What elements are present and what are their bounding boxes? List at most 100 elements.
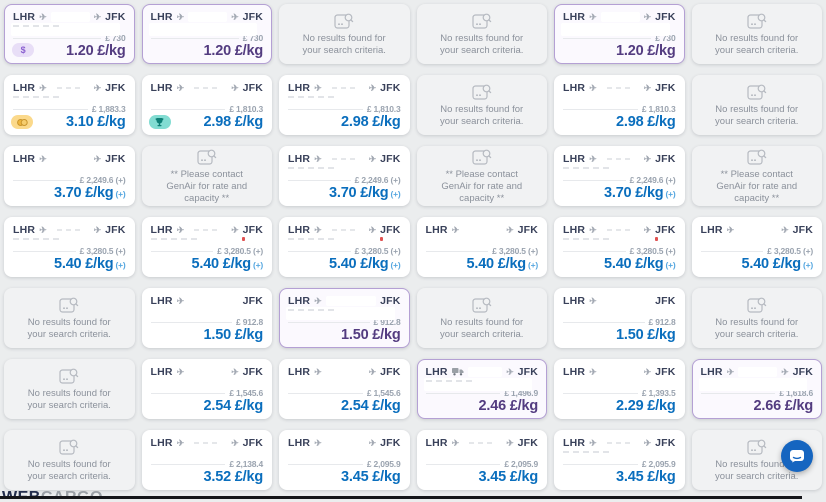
rate-card[interactable]: LHR ✈ ✈ JFK £ 3,280.5 (+) 5.40 £/kg (+) bbox=[554, 217, 685, 277]
total-row: £ 730 bbox=[150, 33, 263, 43]
rate-plus: (+) bbox=[665, 260, 676, 270]
total-row: £ 912.8 bbox=[288, 317, 401, 327]
rate-card[interactable]: LHR ✈ ✈ JFK £ 3,280.5 (+) 5.40 £/kg (+) bbox=[4, 217, 135, 277]
total-price: £ 2,138.4 bbox=[229, 459, 263, 469]
total-row: £ 1,393.5 bbox=[563, 388, 676, 398]
rate-per-kg: 3.45 £/kg bbox=[341, 469, 401, 485]
route: LHR ✈ ✈ JFK bbox=[151, 366, 264, 378]
total-price: £ 2,249.6 (+) bbox=[79, 175, 126, 185]
rate-card[interactable]: LHR ✈ ✈ JFK £ 3,280.5 (+) 5.40 £/kg (+) bbox=[279, 217, 410, 277]
no-results-icon bbox=[747, 439, 767, 456]
rate-plus: (+) bbox=[665, 189, 676, 199]
rate-card[interactable]: LHR ✈ ✈ JFK £ 1,883.3 3.10 £/kg bbox=[4, 75, 135, 135]
rate-card[interactable]: LHR ✈ ✈ JFK £ 2,095.9 3.45 £/kg bbox=[554, 430, 685, 490]
rate-card[interactable]: LHR ✈ JFK £ 912.8 1.50 £/kg bbox=[141, 288, 272, 348]
plane-icon: ✈ bbox=[231, 82, 239, 93]
route-destination: JFK bbox=[242, 82, 263, 94]
redacted-text bbox=[288, 238, 336, 240]
rate-card[interactable]: LHR ✈ ✈ JFK £ 1,810.3 2.98 £/kg bbox=[554, 75, 685, 135]
no-results-text: No results found for your search criteri… bbox=[440, 33, 524, 56]
rate-card[interactable]: LHR ✈ ✈ JFK £ 1,545.6 2.54 £/kg bbox=[279, 359, 410, 419]
route-origin: LHR bbox=[563, 295, 586, 307]
rate-card[interactable]: LHR ✈ ✈ JFK £ 730 1.20 £/kg bbox=[554, 4, 685, 64]
route-destination: JFK bbox=[242, 11, 263, 23]
rate-card[interactable]: LHR ✈ ✈ JFK £ 1,545.6 2.54 £/kg bbox=[141, 359, 272, 419]
route-origin: LHR bbox=[150, 295, 173, 307]
rate-card[interactable]: LHR ✈ ✈ JFK £ 2,249.6 (+) 3.70 £/kg (+) bbox=[279, 146, 410, 206]
rate-card[interactable]: LHR ✈ ✈ JFK £ 2,138.4 3.52 £/kg bbox=[141, 430, 272, 490]
no-results-icon bbox=[59, 297, 79, 314]
route-middle bbox=[188, 12, 228, 22]
total-price: £ 1,496.9 bbox=[504, 388, 538, 398]
route-destination: JFK bbox=[105, 82, 126, 94]
contact-card: ** Please contact GenAir for rate and ca… bbox=[141, 146, 272, 206]
alert-mark bbox=[242, 237, 245, 241]
rate-plus: (+) bbox=[252, 260, 263, 270]
card-body bbox=[151, 307, 264, 317]
no-results-text: No results found for your search criteri… bbox=[440, 104, 524, 127]
rate-card[interactable]: LHR ✈ ✈ JFK £ 1,810.3 2.98 £/kg bbox=[279, 75, 410, 135]
rate-card[interactable]: LHR ✈ ✈ JFK £ 2,095.9 3.45 £/kg bbox=[279, 430, 410, 490]
plane-icon: ✈ bbox=[368, 224, 377, 235]
route: LHR ✈ ✈ JFK bbox=[701, 366, 814, 378]
rate-card[interactable]: LHR ✈ JFK £ 1,496.9 2.46 £/kg bbox=[416, 359, 547, 419]
route-middle bbox=[188, 83, 227, 93]
route-origin: LHR bbox=[288, 153, 311, 165]
card-body bbox=[288, 449, 401, 459]
plane-icon: ✈ bbox=[176, 366, 185, 377]
route-origin: LHR bbox=[150, 366, 173, 378]
plane-icon: ✈ bbox=[781, 224, 789, 235]
rate-card[interactable]: LHR ✈ JFK £ 912.8 1.50 £/kg bbox=[279, 288, 410, 348]
card-body bbox=[288, 165, 401, 175]
rate-card[interactable]: LHR ✈ ✈ JFK £ 3,280.5 (+) 5.40 £/kg (+) bbox=[416, 217, 547, 277]
rate-plus: (+) bbox=[802, 260, 813, 270]
rate-card[interactable]: LHR ✈ ✈ JFK £ 1,810.3 2.98 £/kg bbox=[141, 75, 272, 135]
rate-per-kg: 2.54 £/kg bbox=[341, 398, 401, 414]
contact-card: ** Please contact GenAir for rate and ca… bbox=[416, 146, 547, 206]
redacted-text bbox=[288, 167, 336, 169]
total-price: £ 1,545.6 bbox=[366, 388, 401, 398]
no-results-card: No results found for your search criteri… bbox=[416, 288, 547, 348]
plane-icon: ✈ bbox=[589, 437, 597, 448]
rate-card[interactable]: LHR ✈ ✈ JFK £ 2,249.6 (+) 3.70 £/kg (+) bbox=[4, 146, 135, 206]
no-results-icon bbox=[747, 84, 767, 101]
no-results-text: No results found for your search criteri… bbox=[27, 388, 111, 411]
card-body bbox=[423, 378, 539, 391]
rate-card[interactable]: LHR ✈ ✈ JFK £ 3,280.5 (+) 5.40 £/kg (+) bbox=[691, 217, 822, 277]
rate-card[interactable]: LHR ✈ ✈ JFK £ 730 1.20 £/kg bbox=[141, 4, 272, 64]
rate-card[interactable]: LHR ✈ ✈ JFK £ 2,249.6 (+) 3.70 £/kg (+) bbox=[554, 146, 685, 206]
plane-icon: ✈ bbox=[589, 153, 597, 164]
rate-card[interactable]: LHR ✈ JFK £ 912.8 1.50 £/kg bbox=[554, 288, 685, 348]
card-body bbox=[563, 165, 676, 175]
rate-card[interactable]: LHR ✈ ✈ JFK £ 3,280.5 (+) 5.40 £/kg (+) bbox=[141, 217, 272, 277]
plane-icon: ✈ bbox=[314, 366, 322, 377]
route: LHR ✈ ✈ JFK bbox=[288, 224, 401, 236]
card-body bbox=[563, 307, 676, 317]
rate-row: 3.45 £/kg bbox=[563, 469, 676, 485]
no-results-card: No results found for your search criteri… bbox=[4, 288, 135, 348]
total-price: £ 2,249.6 (+) bbox=[354, 175, 401, 185]
rate-row: 1.50 £/kg bbox=[151, 327, 264, 343]
rate-card[interactable]: LHR ✈ ✈ JFK £ 730 1.20 £/kg $ bbox=[4, 4, 135, 64]
rate-card[interactable]: LHR ✈ ✈ JFK £ 2,095.9 3.45 £/kg bbox=[416, 430, 547, 490]
plane-icon: ✈ bbox=[589, 82, 597, 93]
rate-per-kg: 2.46 £/kg bbox=[478, 398, 539, 414]
rate-per-kg: 1.20 £/kg bbox=[66, 43, 126, 59]
card-body bbox=[13, 236, 126, 246]
route-middle bbox=[326, 438, 365, 448]
total-row: £ 3,280.5 (+) bbox=[150, 246, 263, 256]
total-price: £ 2,095.9 bbox=[504, 459, 538, 469]
rate-card[interactable]: LHR ✈ ✈ JFK £ 1,618.6 2.66 £/kg bbox=[691, 359, 822, 419]
total-row: £ 912.8 bbox=[563, 317, 676, 327]
rate-row: 5.40 £/kg (+) bbox=[701, 256, 814, 272]
route: LHR ✈ ✈ JFK bbox=[288, 366, 401, 378]
route-middle bbox=[188, 367, 227, 377]
chat-button[interactable] bbox=[781, 440, 813, 472]
rate-card[interactable]: LHR ✈ ✈ JFK £ 1,393.5 2.29 £/kg bbox=[554, 359, 685, 419]
route-origin: LHR bbox=[425, 437, 448, 449]
route-destination: JFK bbox=[380, 295, 401, 307]
route-origin: LHR bbox=[13, 11, 36, 23]
route-middle bbox=[601, 83, 640, 93]
plane-icon: ✈ bbox=[314, 82, 322, 93]
